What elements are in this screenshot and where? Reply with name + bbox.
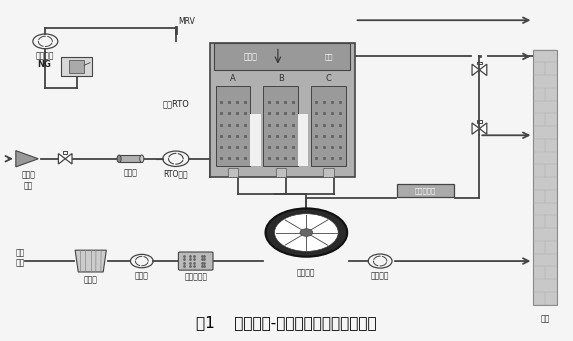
Text: C: C bbox=[325, 74, 332, 83]
Text: 吸附风机: 吸附风机 bbox=[371, 271, 390, 280]
Polygon shape bbox=[75, 250, 107, 272]
Text: 燃烧室: 燃烧室 bbox=[244, 52, 257, 61]
Polygon shape bbox=[65, 153, 72, 164]
Bar bbox=[61, 57, 92, 76]
Text: 新风过
滤器: 新风过 滤器 bbox=[21, 170, 36, 190]
Text: 预处理: 预处理 bbox=[84, 275, 97, 284]
Text: 有机
废气: 有机 废气 bbox=[15, 248, 25, 267]
Text: 三床RTO: 三床RTO bbox=[162, 99, 189, 108]
Circle shape bbox=[265, 208, 347, 257]
Text: RTO风机: RTO风机 bbox=[163, 170, 188, 179]
Bar bbox=[119, 155, 142, 162]
Bar bbox=[63, 151, 67, 153]
Polygon shape bbox=[480, 123, 487, 134]
Polygon shape bbox=[16, 151, 38, 167]
Text: 排气: 排气 bbox=[324, 53, 333, 60]
Circle shape bbox=[300, 229, 313, 236]
Text: NG: NG bbox=[37, 60, 51, 69]
Polygon shape bbox=[58, 153, 65, 164]
Text: 多级过滤器: 多级过滤器 bbox=[184, 273, 207, 282]
Ellipse shape bbox=[117, 155, 121, 162]
Text: 助燃风机: 助燃风机 bbox=[36, 51, 54, 60]
Text: B: B bbox=[278, 74, 284, 83]
Polygon shape bbox=[480, 64, 487, 76]
Bar bbox=[69, 60, 84, 73]
Bar bbox=[477, 62, 482, 64]
Bar bbox=[311, 86, 346, 166]
Text: 图1    沸石转轮-蓄热式燃烧技术工艺流程: 图1 沸石转轮-蓄热式燃烧技术工艺流程 bbox=[196, 315, 377, 330]
Polygon shape bbox=[472, 64, 480, 76]
Circle shape bbox=[274, 214, 338, 251]
Bar bbox=[210, 43, 355, 177]
Bar bbox=[215, 86, 250, 166]
Bar bbox=[397, 184, 454, 197]
Bar bbox=[276, 168, 286, 177]
Bar bbox=[298, 114, 308, 166]
Ellipse shape bbox=[140, 155, 144, 162]
Polygon shape bbox=[472, 123, 480, 134]
Text: A: A bbox=[230, 74, 236, 83]
Bar bbox=[214, 43, 350, 70]
Bar bbox=[477, 120, 482, 123]
Bar bbox=[250, 114, 261, 166]
Text: 烟囱: 烟囱 bbox=[541, 315, 550, 324]
Bar bbox=[533, 50, 557, 305]
Text: 引风机: 引风机 bbox=[135, 271, 149, 280]
Bar bbox=[323, 168, 333, 177]
Text: 吸附转轮: 吸附转轮 bbox=[297, 268, 316, 278]
Text: 脱附预热器: 脱附预热器 bbox=[415, 187, 436, 194]
Text: MRV: MRV bbox=[179, 17, 195, 26]
FancyBboxPatch shape bbox=[178, 252, 213, 270]
Bar bbox=[264, 86, 298, 166]
Text: 阻火器: 阻火器 bbox=[124, 169, 138, 178]
Bar bbox=[228, 168, 238, 177]
